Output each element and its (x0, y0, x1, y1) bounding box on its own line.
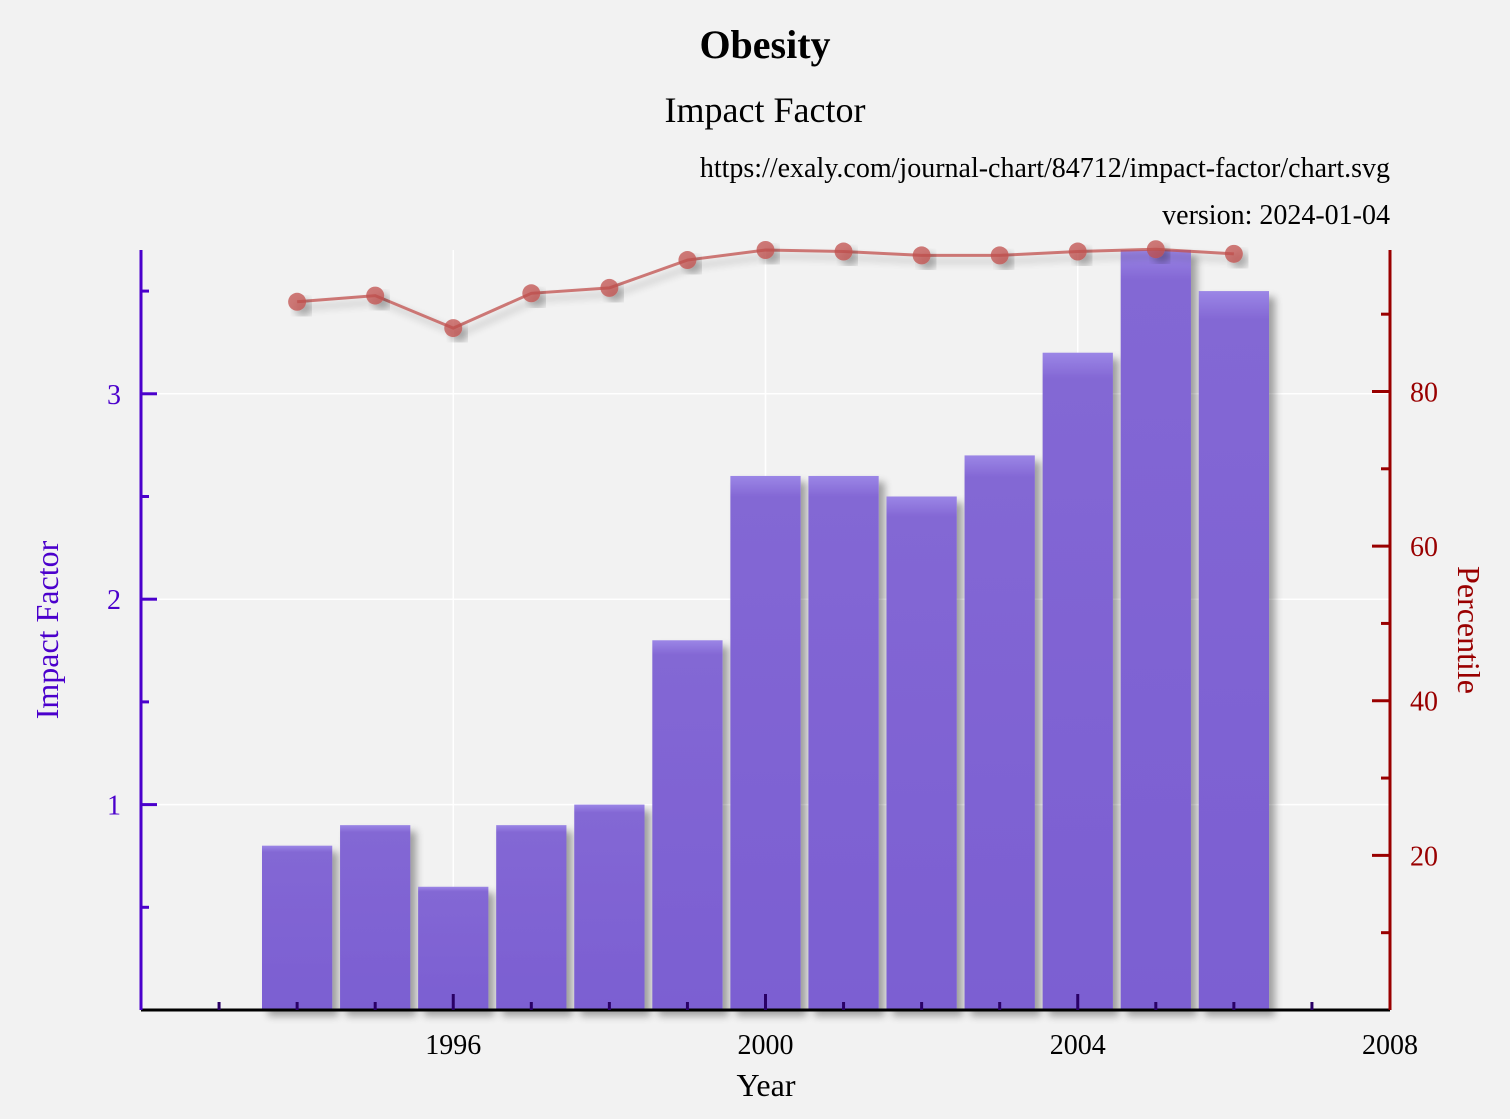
y2-tick-label: 60 (1410, 532, 1438, 563)
percentile-point-2004 (1068, 242, 1087, 261)
y-tick-label: 1 (107, 791, 121, 822)
y2-tick-label: 80 (1410, 377, 1438, 408)
percentile-point-1994 (288, 292, 307, 311)
y-tick-label: 3 (107, 380, 121, 411)
percentile-series (288, 240, 1243, 338)
y2-tick-label: 20 (1410, 841, 1438, 872)
bar-1997 (496, 825, 567, 1010)
x-tick-label: 1996 (425, 1030, 481, 1061)
chart-subtitle: Impact Factor (665, 90, 866, 130)
y-tick-label: 2 (107, 585, 121, 616)
chart-title: Obesity (699, 22, 830, 67)
y2-axis-label: Percentile (1451, 566, 1487, 694)
bar-2005 (1120, 250, 1191, 1010)
bar-1999 (652, 640, 723, 1010)
bar-2002 (886, 496, 957, 1011)
version-label: version: 2024-01-04 (1162, 200, 1390, 231)
bar-2001 (808, 475, 879, 1011)
percentile-point-2000 (756, 241, 775, 259)
x-tick-label: 2004 (1050, 1030, 1106, 1061)
percentile-point-1998 (600, 278, 619, 297)
y2-tick-label: 40 (1410, 687, 1438, 718)
percentile-point-2006 (1224, 244, 1243, 263)
percentile-point-1995 (366, 286, 385, 305)
axes: 1996 2000 2004 2008 1 2 3 20 40 60 80 (107, 250, 1438, 1061)
bar-series (261, 250, 1270, 1011)
bar-2000 (730, 475, 801, 1011)
bar-2004 (1042, 352, 1113, 1010)
x-axis-label: Year (737, 1067, 796, 1103)
bar-2003 (964, 455, 1035, 1010)
source-url: https://exaly.com/journal-chart/84712/im… (700, 153, 1390, 184)
bar-1995 (340, 825, 411, 1010)
y-axis-label: Impact Factor (29, 540, 65, 719)
x-tick-label: 2008 (1362, 1030, 1418, 1061)
percentile-point-2001 (834, 242, 853, 261)
bar-1996 (418, 886, 489, 1010)
bar-1994 (261, 845, 333, 1010)
bar-2006 (1198, 291, 1270, 1011)
percentile-point-2002 (912, 246, 931, 265)
percentile-point-2003 (990, 246, 1009, 265)
percentile-point-1999 (678, 251, 697, 270)
percentile-point-1997 (522, 284, 541, 303)
x-tick-label: 2000 (738, 1030, 794, 1061)
bar-1998 (574, 804, 645, 1010)
percentile-point-2005 (1146, 240, 1165, 259)
percentile-point-1996 (444, 319, 463, 338)
